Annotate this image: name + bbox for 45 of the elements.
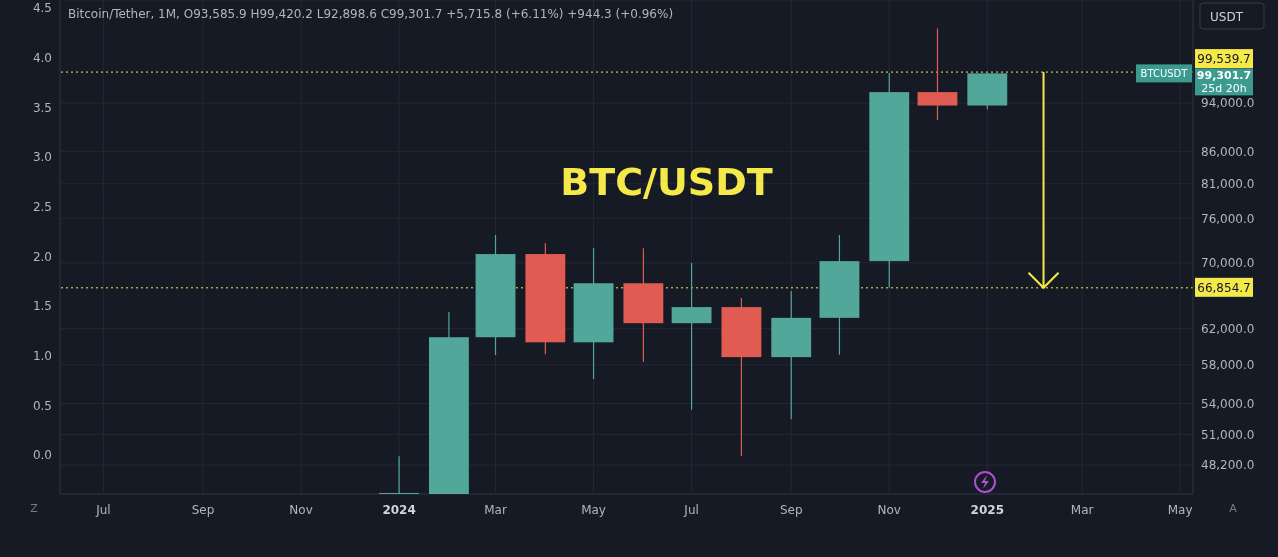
x-tick-label: May [581,503,606,517]
y-tick-label: 48,200.0 [1201,458,1255,473]
x-tick-label: Sep [191,503,215,517]
y-tick-label: 62,000.0 [1201,321,1255,336]
x-tick-label: Nov [877,503,901,517]
y-tick-label: 54,000.0 [1201,396,1255,411]
y-tick-label: 58,000.0 [1201,358,1255,373]
y-tick-label: 94,000.0 [1201,96,1255,111]
y2-tick-label: 4.5 [32,1,52,16]
y-tick-label: 51,000.0 [1201,427,1255,442]
ref-line-label: 99,539.7 [1197,52,1251,67]
x-tick-label: Jul [683,503,699,517]
annotation: BTCUSDT [1140,68,1189,80]
x-tick-label: May [1167,503,1193,517]
candlestick [671,262,712,411]
y2-tick-label: 3.0 [32,150,52,165]
x-tick-label: Mar [1070,503,1094,517]
text: USDT [1210,10,1244,24]
x-tick-label: Jul [95,503,111,517]
x-tick-label: 2024 [382,503,416,517]
y-tick-label: 81,000.0 [1201,177,1255,192]
candlestick [379,455,420,494]
x-tick-label: Nov [289,503,313,517]
text: A [1229,502,1238,515]
x-tick-label: 2025 [970,503,1004,517]
y2-tick-label: 2.0 [32,249,52,264]
y2-tick-label: 0.0 [32,448,52,463]
x-tick-label: Mar [484,503,507,517]
text: Bitcoin/Tether, 1M, O93,585.9 H99,420.2 L92,898.6 C99,301.7 +5,715.8 (+6.11%) +944.3 (+0.96%) [68,7,674,21]
y-tick-label: 70,000.0 [1201,256,1255,271]
y2-tick-label: 1.5 [32,299,52,314]
text: 99,301.7 [1196,69,1252,83]
ref-line-label: 66,854.7 [1197,280,1251,295]
y-tick-label: 86,000.0 [1201,144,1255,159]
text: BTC/USDT [560,160,773,204]
y2-tick-label: 3.5 [32,100,52,115]
y2-tick-label: 2.5 [32,200,52,214]
candlestick [917,27,958,121]
y2-tick-label: 0.5 [32,398,52,413]
text: Z [30,502,39,515]
y-tick-label: 76,000.0 [1201,211,1255,226]
y2-tick-label: 4.0 [32,50,52,65]
text: 25d 20h [1201,82,1247,96]
y2-tick-label: 1.0 [32,349,52,364]
x-tick-label: Sep [779,503,803,517]
